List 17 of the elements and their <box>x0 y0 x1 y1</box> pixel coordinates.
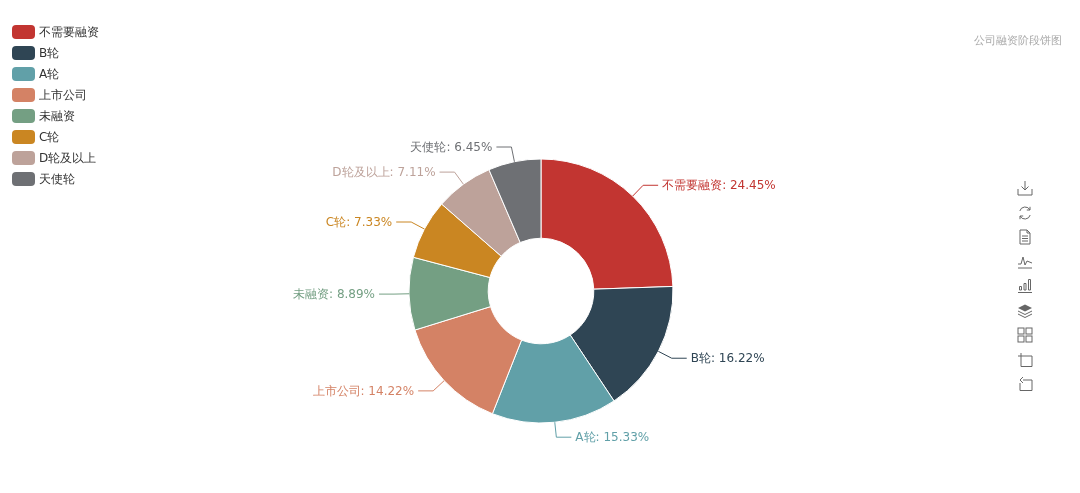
legend-label: 不需要融资 <box>39 25 99 39</box>
legend-label: A轮 <box>39 67 60 81</box>
legend-label: B轮 <box>39 46 60 60</box>
data-label: 未融资: 8.89% <box>293 287 376 302</box>
data-label: A轮: 15.33% <box>575 430 650 445</box>
data-label: D轮及以上: 7.11% <box>332 165 436 180</box>
data-label: C轮: 7.33% <box>325 215 393 230</box>
data-label: 上市公司: 14.22% <box>312 384 415 399</box>
data-label: 不需要融资: 24.45% <box>662 178 776 193</box>
data-label: B轮: 16.22% <box>690 351 765 366</box>
legend-label: C轮 <box>39 130 60 144</box>
legend-label: 上市公司 <box>39 88 87 102</box>
legend-label: D轮及以上 <box>39 151 97 165</box>
text: 公司融资阶段饼图 <box>974 33 1062 48</box>
legend-label: 天使轮 <box>39 172 75 186</box>
data-label: 天使轮: 6.45% <box>410 140 493 155</box>
legend-label: 未融资 <box>39 109 75 123</box>
